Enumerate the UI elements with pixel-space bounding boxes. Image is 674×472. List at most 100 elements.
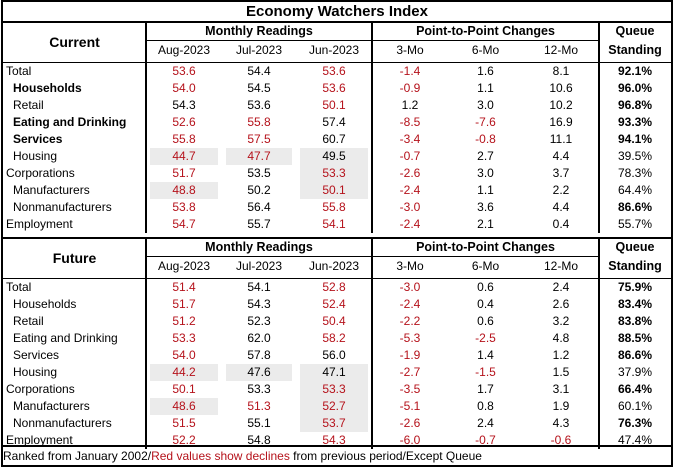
column-header: 12-Mo: [543, 259, 578, 273]
column-separator: [145, 21, 147, 233]
row-label: Eating and Drinking: [13, 115, 127, 129]
value-cell: 48.8: [150, 182, 218, 199]
value-cell: -0.7: [399, 149, 421, 163]
value-cell: -2.4: [399, 217, 421, 231]
queue-cell: 78.3%: [617, 166, 653, 180]
value-cell: 54.4: [247, 64, 271, 78]
value-cell: -2.7: [399, 365, 421, 379]
column-header: Jul-2023: [235, 43, 283, 57]
column-header: Aug-2023: [157, 259, 211, 273]
value-cell: 4.4: [552, 149, 570, 163]
value-cell: 55.8: [322, 200, 346, 214]
table-title: Economy Watchers Index: [246, 3, 428, 20]
value-cell: 16.9: [549, 115, 573, 129]
queue-cell: 75.9%: [617, 280, 653, 294]
row-label: Corporations: [6, 382, 75, 396]
value-cell: 54.3: [247, 297, 271, 311]
row-label: Housing: [13, 365, 58, 379]
row-label: Total: [6, 280, 32, 294]
footer-part1: Ranked from January 2002/: [3, 449, 152, 463]
value-cell: 50.1: [172, 382, 196, 396]
row-label: Nonmanufacturers: [13, 416, 112, 430]
queue-cell: 83.4%: [617, 297, 653, 311]
value-cell: 56.0: [322, 348, 346, 362]
queue-header: Queue: [615, 24, 655, 38]
value-cell: 54.0: [172, 348, 196, 362]
value-cell: -2.6: [399, 166, 421, 180]
value-cell: -2.4: [399, 183, 421, 197]
column-separator: [371, 21, 373, 233]
value-cell: -3.0: [399, 200, 421, 214]
value-cell: 55.8: [247, 115, 271, 129]
value-cell: 48.6: [150, 398, 218, 415]
value-cell: 53.6: [172, 64, 196, 78]
value-cell: -5.1: [399, 399, 421, 413]
value-cell: 2.7: [477, 149, 494, 163]
column-header: 6-Mo: [471, 43, 500, 57]
value-cell: 47.7: [226, 148, 292, 165]
section-title-future: Future: [52, 250, 97, 266]
queue-cell: 88.5%: [617, 331, 653, 345]
value-cell: 51.4: [172, 280, 196, 294]
value-cell: 1.1: [477, 183, 494, 197]
value-cell: 1.4: [477, 348, 494, 362]
value-cell: 53.5: [247, 166, 271, 180]
column-header: 3-Mo: [396, 259, 424, 273]
column-header: 6-Mo: [471, 259, 500, 273]
outer-border-left: [1, 0, 3, 466]
value-cell: 53.6: [322, 81, 346, 95]
row-label: Total: [6, 64, 32, 78]
value-cell: 51.5: [172, 416, 196, 430]
value-cell: 44.2: [150, 364, 218, 381]
value-cell: 50.1: [300, 182, 368, 199]
value-cell: 54.1: [247, 280, 271, 294]
value-cell: 1.2: [552, 348, 570, 362]
value-cell: 51.7: [172, 166, 196, 180]
value-cell: 44.7: [150, 148, 218, 165]
value-cell: -2.2: [399, 314, 421, 328]
point-changes-header: Point-to-Point Changes: [416, 240, 555, 254]
value-cell: 52.2: [172, 433, 196, 447]
value-cell: -1.5: [475, 365, 496, 379]
queue-cell: 93.3%: [617, 115, 653, 129]
value-cell: 3.0: [477, 166, 494, 180]
monthly-readings-header: Monthly Readings: [205, 24, 313, 38]
value-cell: -3.0: [399, 280, 421, 294]
queue-cell: 37.9%: [617, 365, 653, 379]
value-cell: 47.6: [226, 364, 292, 381]
value-cell: 10.6: [549, 81, 573, 95]
row-label: Eating and Drinking: [13, 331, 118, 345]
section-top-border: [3, 21, 671, 23]
value-cell: 4.8: [552, 331, 570, 345]
value-cell: 57.8: [247, 348, 271, 362]
value-cell: 52.3: [247, 314, 271, 328]
value-cell: -1.9: [399, 348, 421, 362]
value-cell: 11.1: [549, 132, 573, 146]
value-cell: 57.4: [322, 115, 346, 129]
value-cell: 52.4: [322, 297, 346, 311]
value-cell: -1.4: [399, 64, 421, 78]
value-cell: 53.6: [247, 98, 271, 112]
column-separator: [145, 237, 147, 449]
value-cell: -5.3: [399, 331, 421, 345]
section-top-border: [3, 237, 671, 239]
outer-border-bottom: [1, 465, 673, 467]
value-cell: -0.8: [475, 132, 496, 146]
queue-cell: 47.4%: [617, 433, 653, 447]
value-cell: 55.8: [172, 132, 196, 146]
value-cell: 2.6: [552, 297, 570, 311]
standing-header: Standing: [608, 43, 662, 57]
value-cell: 52.7: [300, 398, 368, 415]
value-cell: 0.4: [477, 297, 494, 311]
value-cell: -8.5: [399, 115, 421, 129]
header-bottom-rule: [3, 278, 671, 279]
column-header: Jul-2023: [235, 259, 283, 273]
row-label: Manufacturers: [13, 399, 90, 413]
value-cell: 3.0: [477, 98, 494, 112]
value-cell: 53.6: [322, 64, 346, 78]
queue-cell: 96.0%: [617, 81, 653, 95]
queue-cell: 39.5%: [617, 149, 653, 163]
value-cell: 62.0: [247, 331, 271, 345]
value-cell: 53.3: [172, 331, 196, 345]
column-header: 12-Mo: [543, 43, 578, 57]
